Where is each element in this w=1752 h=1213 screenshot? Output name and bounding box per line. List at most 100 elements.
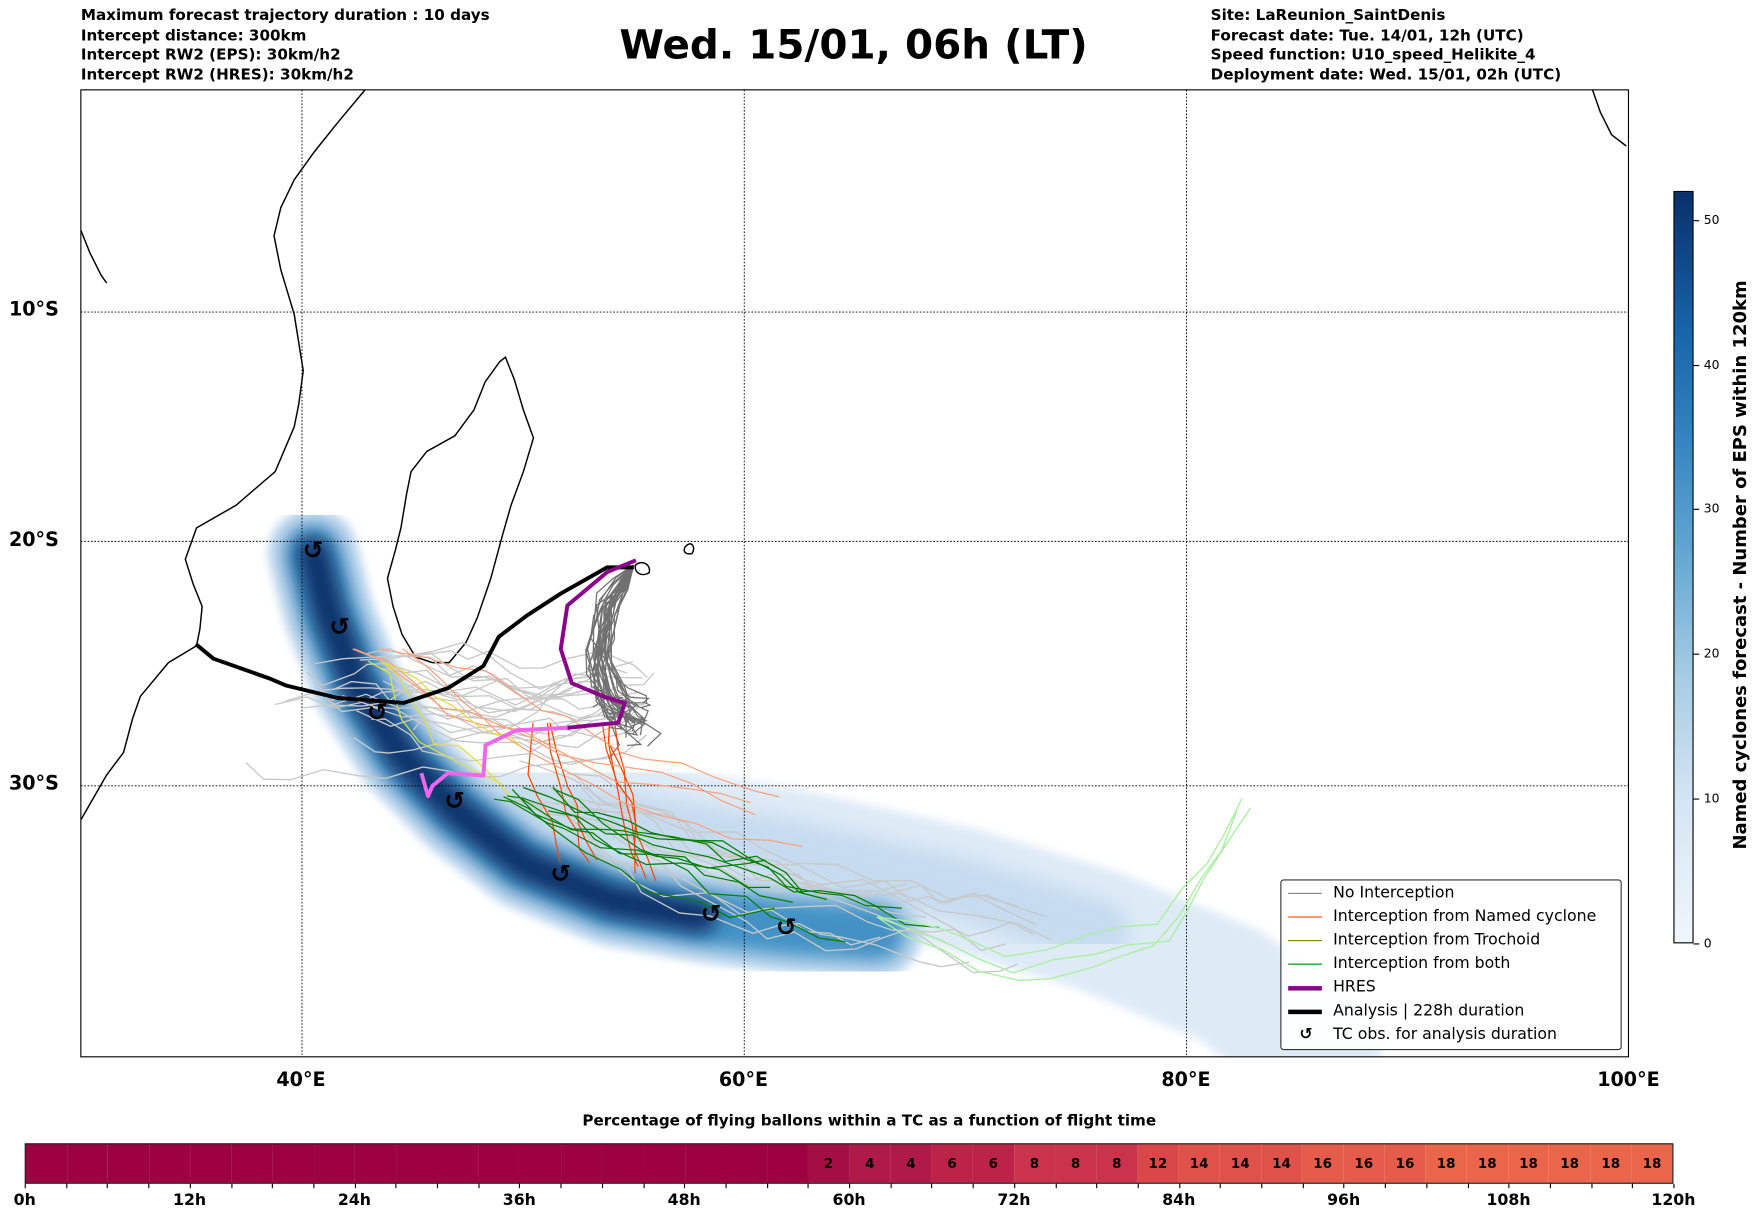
flight-time-cell: 18 [1631, 1144, 1673, 1183]
legend-label: Analysis | 228h duration [1333, 1001, 1525, 1020]
flight-time-cell [478, 1144, 520, 1183]
colorbar-tick [1693, 364, 1700, 366]
track-no-interception [604, 564, 650, 704]
colorbar-tick-label: 40 [1703, 357, 1720, 372]
tc-obs-icon: ↺ [444, 786, 465, 815]
track-named-cyclone [607, 722, 639, 867]
flight-time-cell [149, 1144, 191, 1183]
flight-time-cell [684, 1144, 726, 1183]
tc-obs-icon: ↺ [701, 899, 722, 928]
flight-time-cell [519, 1144, 562, 1183]
flight-time-tick [230, 1183, 232, 1189]
reunion-island [634, 561, 651, 576]
tc-obs-icon: ↺ [329, 612, 350, 641]
flight-time-cell [66, 1144, 109, 1183]
flight-time-cell [108, 1144, 150, 1183]
colorbar-tick [1693, 509, 1700, 511]
hres-track-late [419, 725, 568, 799]
flight-time-cell [437, 1144, 479, 1183]
track-no-interception-light [356, 710, 623, 746]
track-both [511, 788, 827, 901]
legend-swatch [1288, 940, 1322, 942]
track-both [523, 786, 805, 894]
legend: No Interception Interception from Named … [1280, 879, 1622, 1051]
flight-time-tick [1549, 1183, 1551, 1189]
flight-time-tick [107, 1183, 109, 1189]
lat-label-10s: 10°S [8, 298, 59, 322]
flight-time-tick-label: 36h [502, 1191, 536, 1210]
track-named-cyclone-light [379, 648, 780, 798]
legend-label: Interception from Named cyclone [1333, 907, 1597, 926]
legend-item-trochoid: Interception from Trochoid [1281, 929, 1618, 953]
flight-time-cell [231, 1144, 273, 1183]
legend-swatch [1288, 1009, 1322, 1015]
legend-label: Interception from both [1333, 954, 1511, 973]
track-no-interception-light [504, 793, 907, 896]
flight-time-tick [1013, 1183, 1016, 1189]
legend-item-no-interception: No Interception [1281, 882, 1618, 906]
colorbar-label: Named cyclones forecast - Number of EPS … [1728, 280, 1751, 850]
legend-item-analysis: Analysis | 228h duration [1281, 1000, 1618, 1024]
track-both-light [876, 798, 1243, 958]
flight-time-tick [148, 1183, 150, 1189]
flight-time-tick [1673, 1183, 1675, 1189]
track-no-interception-light [371, 705, 640, 762]
track-no-interception-light [555, 787, 954, 952]
coastlines [80, 89, 1627, 821]
flight-time-cell [561, 1144, 603, 1183]
flight-time-cell: 4 [890, 1144, 932, 1183]
legend-item-hres: HRES [1281, 976, 1618, 1000]
flight-time-tick [1384, 1183, 1386, 1189]
lat-label-20s: 20°S [8, 528, 59, 552]
track-both [494, 798, 766, 869]
legend-item-named-cyclone: Interception from Named cyclone [1281, 905, 1618, 929]
trajectories [194, 558, 1251, 982]
flight-time-tick [601, 1183, 603, 1189]
lon-label-100e: 100°E [1597, 1069, 1660, 1092]
flight-time-tick [519, 1183, 521, 1189]
africa-coastline [80, 89, 366, 821]
legend-swatch [1288, 916, 1322, 918]
colorbar-tick-label: 20 [1703, 646, 1720, 662]
legend-label: TC obs. for analysis duration [1333, 1025, 1557, 1044]
legend-swatch [1288, 963, 1322, 965]
flight-time-cell: 12 [1137, 1144, 1179, 1183]
colorbar-tick-label: 30 [1703, 501, 1720, 517]
tc-obs-icon: ↺ [550, 859, 571, 888]
max-duration-text: Maximum forecast trajectory duration : 1… [80, 6, 490, 25]
flight-time-cell: 4 [849, 1144, 891, 1183]
flight-time-cell: 18 [1590, 1144, 1632, 1183]
flight-time-tick [1261, 1183, 1263, 1189]
track-no-interception-light [412, 716, 634, 740]
legend-label: Interception from Trochoid [1333, 931, 1541, 950]
flight-time-tick-label: 0h [13, 1191, 36, 1210]
flight-time-heatmap: 2 4 4 6 6 8 8 8 12 14 14 14 16 16 16 18 18 18 18 18 18 [24, 1143, 1674, 1184]
deployment-date-text: Deployment date: Wed. 15/01, 02h (UTC) [1210, 65, 1562, 84]
flight-time-tick [395, 1183, 397, 1189]
flight-time-cell: 2 [808, 1144, 850, 1183]
flight-time-tick [1219, 1183, 1222, 1189]
forecast-date-text: Forecast date: Tue. 14/01, 12h (UTC) [1210, 26, 1524, 45]
flight-time-cell: 18 [1425, 1144, 1467, 1183]
colorbar-tick [1693, 653, 1700, 656]
horn-coast [1591, 89, 1627, 147]
tc-obs-icon: ↺ [367, 698, 388, 727]
flight-time-cell: 8 [1096, 1144, 1138, 1183]
site-text: Site: LaReunion_SaintDenis [1210, 6, 1446, 25]
flight-time-cell [355, 1144, 397, 1183]
track-no-interception-light [416, 650, 648, 678]
colorbar-tick-label: 0 [1703, 936, 1712, 951]
legend-swatch [1288, 986, 1322, 991]
track-both-light [876, 811, 1238, 982]
flight-time-tick [1343, 1183, 1345, 1189]
density-level-max [296, 536, 717, 934]
flight-time-cell: 14 [1219, 1144, 1261, 1183]
flight-time-tick [1178, 1183, 1180, 1189]
intercept-eps-text: Intercept RW2 (EPS): 30km/h2 [80, 46, 341, 65]
colorbar-tick-label: 10 [1703, 791, 1720, 806]
track-no-interception-light [381, 667, 596, 700]
flight-time-cell: 18 [1466, 1144, 1508, 1183]
lon-label-80e: 80°E [1161, 1069, 1211, 1092]
flight-time-bar-title: Percentage of flying ballons within a TC… [582, 1111, 1157, 1130]
